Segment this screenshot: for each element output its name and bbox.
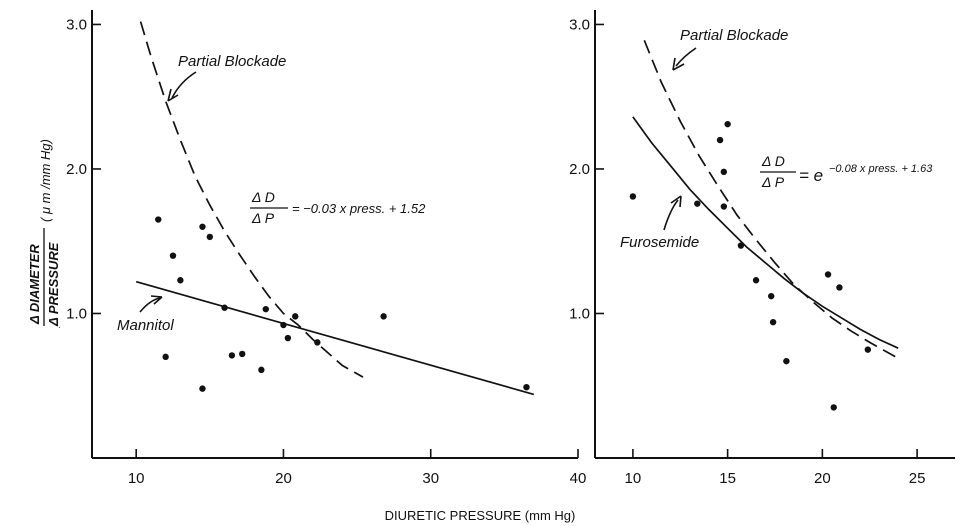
left-partial-blockade-arrow <box>171 71 197 99</box>
stray-mark: . <box>58 320 61 331</box>
right-data-point <box>720 168 728 176</box>
x-axis-label: DIURETIC PRESSURE (mm Hg) <box>385 508 576 523</box>
right-data-point <box>824 271 832 278</box>
y-axis-label-numerator: Δ DIAMETER <box>27 244 42 325</box>
left-y-tick-label: 2.0 <box>66 161 87 178</box>
left-line-mannitol <box>135 280 535 396</box>
right-x-tick-label: 25 <box>909 470 926 487</box>
right-equation-numerator: Δ D <box>761 153 785 169</box>
right-x-tick-label: 10 <box>625 470 642 487</box>
left-data-point <box>380 313 387 320</box>
right-data-point <box>864 346 872 353</box>
left-data-point <box>155 216 162 223</box>
left-mannitol-arrowhead <box>150 295 163 305</box>
right-y-tick-label: 3.0 <box>569 16 590 33</box>
right-equation-base: = e <box>799 166 823 185</box>
left-x-tick-label: 20 <box>275 470 292 487</box>
left-equation-numerator: Δ D <box>251 189 275 205</box>
right-line-furosemide <box>632 116 899 349</box>
right-x-tick-label: 20 <box>814 470 831 487</box>
left-x-tick-label: 40 <box>570 470 587 487</box>
right-data-point <box>629 193 637 200</box>
left-partial-blockade-arrowhead <box>167 88 179 102</box>
left-data-point <box>206 233 214 241</box>
right-data-point <box>694 200 701 207</box>
left-data-point <box>177 277 184 284</box>
right-data-point <box>720 203 728 210</box>
left-data-point <box>523 383 530 391</box>
left-x-tick-label: 10 <box>128 470 145 487</box>
right-data-point <box>836 284 843 291</box>
right-data-point <box>830 404 837 411</box>
right-x-tick-label: 15 <box>719 470 736 487</box>
right-partial-blockade-arrow <box>675 47 697 67</box>
left-data-point <box>221 304 228 311</box>
left-data-point <box>199 385 206 392</box>
left-data-point <box>169 252 177 259</box>
left-data-point <box>228 352 236 359</box>
y-axis-label: Δ DIAMETER Δ PRESSURE ( μ m /mm Hg) <box>27 139 61 327</box>
left-data-point <box>258 366 265 374</box>
left-y-tick-label: 1.0 <box>66 305 87 322</box>
left-equation: Δ D Δ P = −0.03 x press. + 1.52 <box>250 189 426 226</box>
left-panel: 10 20 30 40 1.0 2.0 3.0 Partial Blockade Manni… <box>66 10 586 487</box>
right-line-partial-blockade <box>643 39 899 360</box>
left-mannitol-arrow <box>139 297 161 313</box>
right-data-point <box>769 318 777 326</box>
right-panel: 10 15 20 25 1.0 2.0 3.0 Partial Blockade Furos… <box>569 10 955 487</box>
right-equation-exponent: −0.08 x press. + 1.63 <box>829 163 933 175</box>
left-data-point <box>162 353 169 361</box>
right-data-point <box>768 292 775 300</box>
left-equation-denominator: Δ P <box>251 210 275 226</box>
y-axis-label-denominator: Δ PRESSURE <box>46 242 61 327</box>
left-partial-blockade-label: Partial Blockade <box>178 53 286 70</box>
right-furosemide-label: Furosemide <box>620 234 699 251</box>
left-data-point <box>262 305 269 313</box>
left-data-point <box>239 350 246 358</box>
left-mannitol-label: Mannitol <box>117 317 174 334</box>
right-furosemide-arrow <box>663 199 679 231</box>
right-data-point <box>783 357 790 365</box>
left-x-tick-label: 30 <box>422 470 439 487</box>
right-furosemide-arrowhead <box>670 195 682 208</box>
right-y-tick-label: 1.0 <box>569 305 590 322</box>
right-y-tick-label: 2.0 <box>569 161 590 178</box>
left-data-point <box>284 334 292 342</box>
left-y-tick-label: 3.0 <box>66 16 87 33</box>
left-data-point <box>314 339 321 346</box>
right-partial-blockade-arrowhead <box>672 57 685 71</box>
left-data-point <box>292 313 299 320</box>
right-partial-blockade-label: Partial Blockade <box>680 27 788 44</box>
left-data-point <box>199 223 206 230</box>
right-data-point <box>752 277 760 284</box>
right-data-point <box>737 242 745 249</box>
left-data-point <box>280 321 287 329</box>
right-equation-denominator: Δ P <box>761 174 785 190</box>
right-data-point <box>724 120 731 128</box>
right-equation: Δ D Δ P = e −0.08 x press. + 1.63 <box>760 153 933 190</box>
right-data-point <box>716 136 724 144</box>
left-equation-rest: = −0.03 x press. + 1.52 <box>292 201 426 216</box>
y-axis-label-units: ( μ m /mm Hg) <box>38 139 53 222</box>
